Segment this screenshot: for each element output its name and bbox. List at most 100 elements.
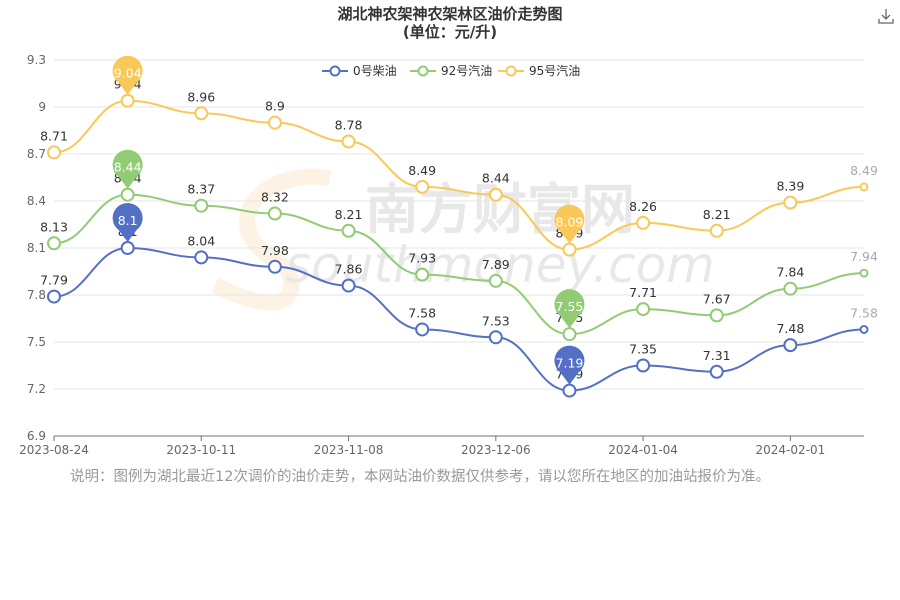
data-label: 7.31 [703,348,731,363]
data-label: 8.96 [187,89,215,104]
data-point [709,308,724,323]
legend-swatch-marker [329,65,341,77]
x-tick-label: 2023-12-06 [461,443,531,457]
legend-swatch-marker [505,65,517,77]
data-point [267,259,282,274]
data-point [47,145,61,160]
data-label: 8.32 [261,190,289,205]
x-tick-label: 2024-02-01 [755,443,825,457]
legend-label: 92号汽油 [441,63,492,78]
data-point [562,327,577,342]
data-point [415,267,430,282]
data-point [47,289,61,304]
data-label: 7.86 [335,262,363,277]
legend-label: 95号汽油 [529,63,580,78]
data-label: 8.21 [335,207,363,222]
series-line [53,246,865,392]
max-pin [112,149,143,189]
data-label: 7.35 [629,342,657,357]
data-label: 7.93 [408,251,436,266]
watermark-logo-swoosh [211,168,332,311]
data-label: 8.39 [776,179,804,194]
data-point [120,187,135,202]
min-pin [554,204,585,244]
data-point [562,242,577,257]
min-pin [554,345,585,385]
y-tick-label: 8.4 [27,194,46,208]
data-label: 7.58 [408,305,436,320]
series-line [53,193,865,336]
x-tick-label: 2023-10-11 [166,443,236,457]
data-label: 7.98 [261,243,289,258]
y-tick-label: 7.2 [27,382,46,396]
data-label: 7.67 [703,291,731,306]
chart-title: 湖北神农架神农架林区油价走势图 [337,5,563,23]
y-tick-label: 7.5 [27,335,46,349]
legend-swatch-marker [417,65,429,77]
data-point [194,106,209,121]
data-point [859,324,869,334]
x-tick-label: 2023-11-08 [314,443,384,457]
x-tick-label: 2023-08-24 [19,443,89,457]
data-point [120,93,135,108]
y-tick-label: 8.7 [27,147,46,161]
data-label: 8.21 [703,207,731,222]
y-tick-label: 8.1 [27,241,46,255]
data-label: 7.58 [850,305,878,320]
data-label: 8.49 [408,163,436,178]
y-tick-label: 9 [38,100,46,114]
data-point [488,187,503,202]
max-pin-label: 8.44 [114,160,142,175]
data-label: 7.53 [482,313,510,328]
data-point [194,250,209,265]
data-point [783,195,798,210]
data-point [636,358,651,373]
data-point [341,134,356,149]
data-point [859,268,869,278]
data-label: 7.84 [776,265,804,280]
legend-label: 0号柴油 [353,64,397,78]
data-point [267,206,282,221]
max-pin [112,203,143,242]
data-point [120,241,135,255]
data-point [783,338,798,353]
data-label: 7.71 [629,285,657,300]
data-label: 8.13 [40,219,68,234]
watermark-cn: 南方财富网 [365,178,635,241]
data-label: 8.78 [335,117,363,132]
data-point [562,383,577,398]
data-point [783,281,798,296]
data-label: 8.71 [40,128,68,143]
data-point [415,179,430,194]
data-point [709,223,724,238]
data-label: 7.89 [482,257,510,272]
data-point [636,302,651,317]
data-label: 8.49 [850,163,878,178]
data-point [267,115,282,130]
download-icon[interactable] [877,7,895,25]
chart-subtitle-unit: (单位：元/升) [402,23,498,41]
min-pin-label: 8.09 [556,215,584,230]
data-label: 8.04 [187,233,215,248]
disclaimer-note: 说明：图例为湖北最近12次调价的油价走势，本网站油价数据仅供参考，请以您所在地区… [70,469,770,485]
data-point [341,223,356,238]
x-tick-label: 2024-01-04 [608,443,678,457]
data-label: 7.79 [40,273,68,288]
max-pin-label: 8.1 [118,213,138,228]
y-tick-label: 9.3 [27,53,46,67]
min-pin [554,289,585,329]
max-pin [112,55,143,95]
data-point [341,278,356,293]
data-label: 8.26 [629,199,657,214]
data-label: 8.9 [265,99,285,114]
data-point [488,273,503,288]
data-label: 8.44 [482,171,510,186]
y-tick-label: 7.8 [27,288,46,302]
min-pin-label: 7.19 [556,356,584,371]
max-pin-label: 9.04 [114,66,142,81]
data-label: 8.37 [187,182,215,197]
data-label: 7.94 [850,249,878,264]
data-label: 7.48 [776,321,804,336]
min-pin-label: 7.55 [556,299,584,314]
